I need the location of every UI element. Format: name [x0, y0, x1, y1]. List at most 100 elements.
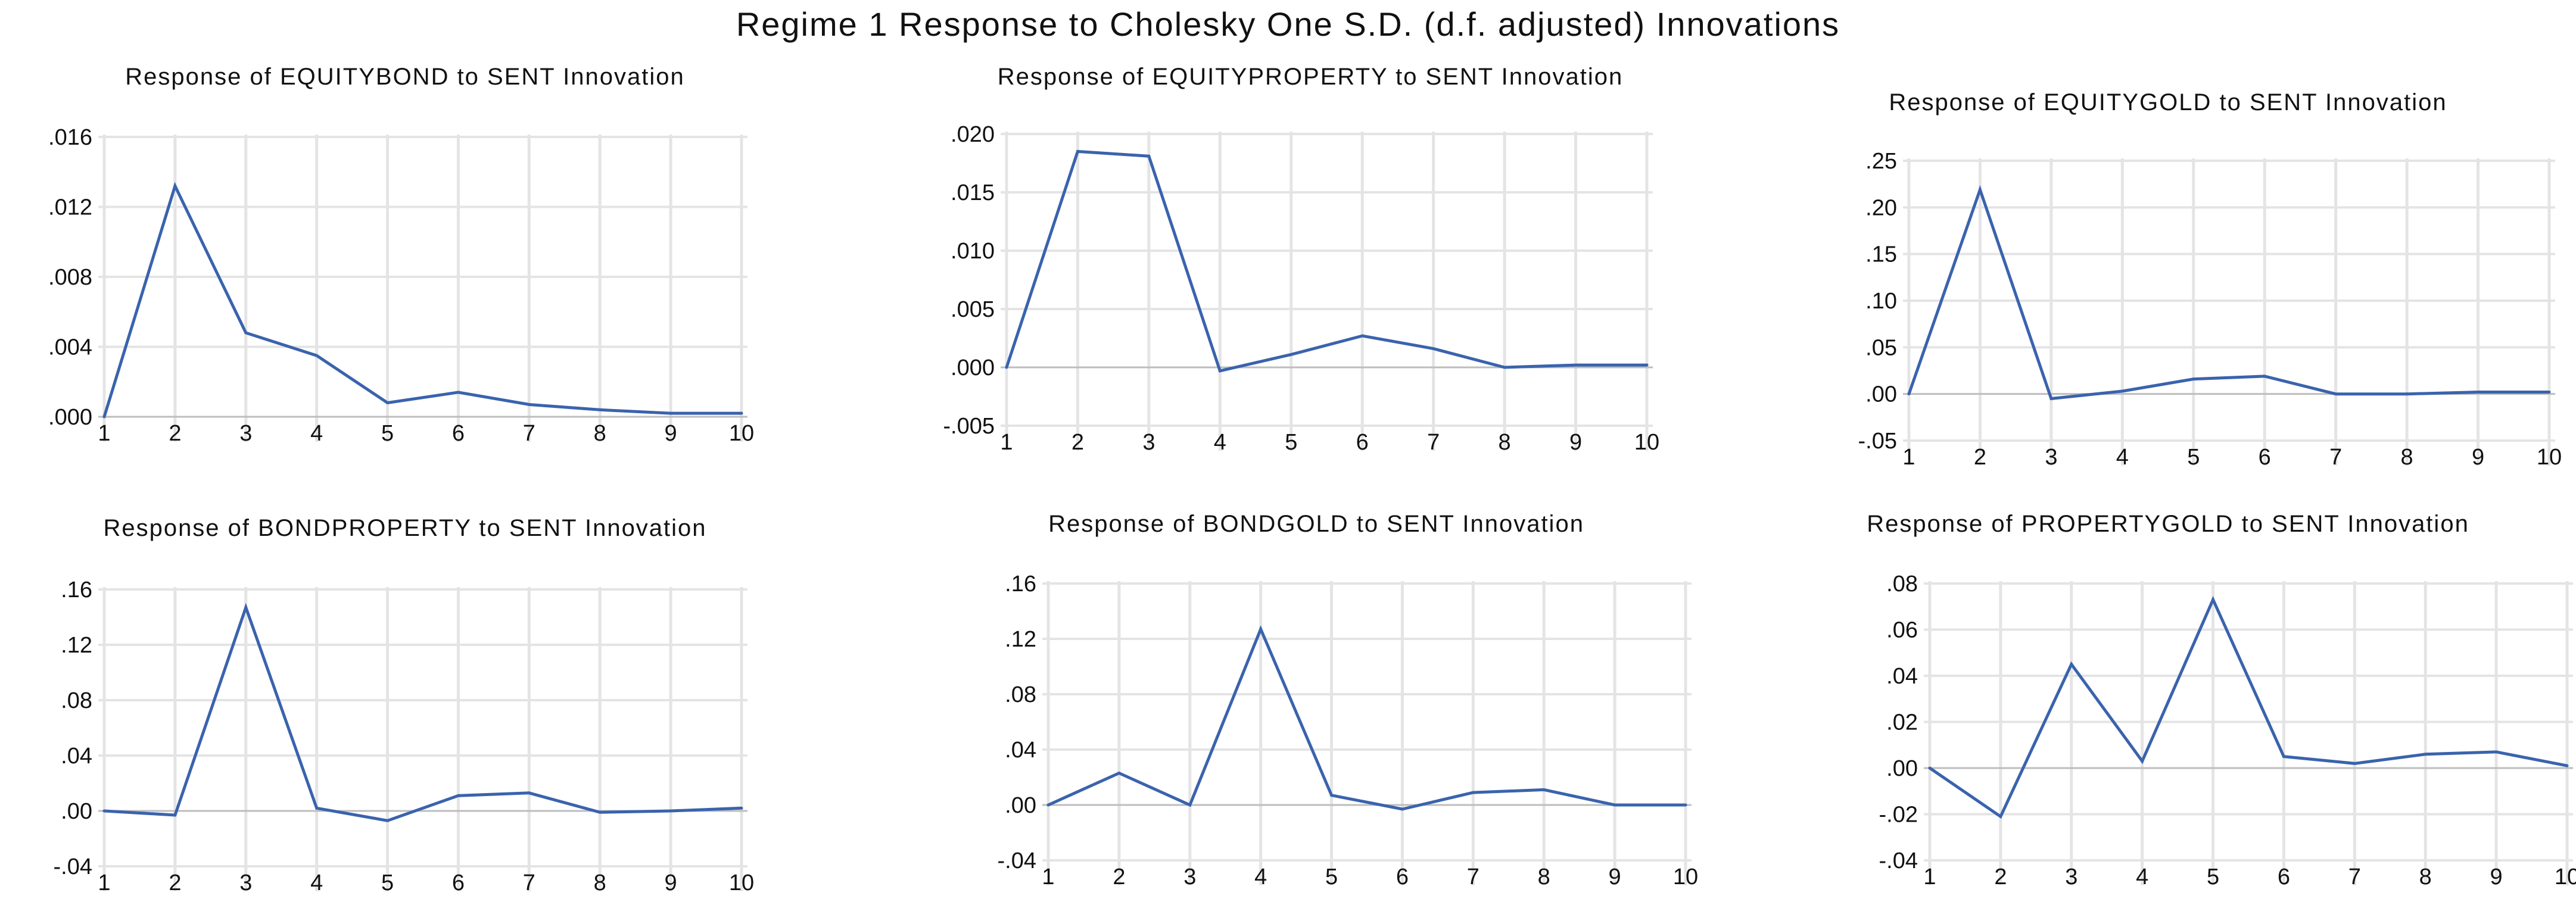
x-tick-label: 6: [2259, 445, 2271, 470]
response-line: [102, 182, 742, 417]
x-tick-label: 6: [1396, 865, 1409, 890]
data-point: [1542, 788, 1546, 791]
y-tick-label: .16: [61, 578, 92, 603]
data-point: [598, 408, 602, 411]
data-point: [456, 794, 460, 797]
data-point: [2565, 764, 2569, 767]
response-line: [1929, 595, 2568, 819]
data-point: [2211, 598, 2215, 601]
y-tick-label: -.04: [54, 854, 92, 879]
x-tick-label: 7: [1467, 865, 1479, 890]
y-tick-label: .08: [61, 688, 92, 713]
data-point: [1218, 369, 1222, 373]
x-tick-label: 2: [1113, 865, 1125, 890]
response-line: [104, 603, 742, 822]
x-tick-label: 9: [665, 870, 677, 895]
data-point: [2353, 762, 2356, 765]
x-tick-label: 2: [1994, 865, 2007, 890]
x-tick-label: 10: [2537, 445, 2562, 470]
y-tick-label: -.05: [1858, 429, 1897, 454]
y-tick-label: .000: [48, 405, 92, 430]
x-tick-label: 4: [1254, 865, 1267, 890]
data-point: [102, 809, 106, 813]
x-tick-label: 7: [523, 421, 535, 446]
x-tick-label: 3: [2065, 865, 2077, 890]
data-point: [102, 415, 106, 419]
data-point: [2120, 389, 2124, 393]
data-point: [740, 411, 743, 415]
x-tick-label: 10: [2555, 865, 2576, 890]
data-point: [1117, 772, 1121, 775]
x-tick-label: 4: [2136, 865, 2148, 890]
data-point: [1432, 347, 1435, 351]
data-point: [1046, 803, 1050, 807]
y-tick-label: -.02: [1879, 803, 1918, 828]
x-tick-label: 4: [310, 421, 323, 446]
x-tick-label: 9: [2490, 865, 2503, 890]
y-tick-label: .04: [1005, 738, 1036, 763]
data-point: [1188, 803, 1192, 807]
data-point: [386, 401, 390, 404]
data-point: [1503, 366, 1506, 369]
data-point: [386, 819, 390, 822]
x-tick-label: 9: [1569, 430, 1582, 455]
x-tick-label: 7: [2329, 445, 2342, 470]
data-point: [1076, 149, 1079, 153]
data-point: [1360, 334, 1364, 338]
y-tick-label: .04: [1886, 664, 1918, 689]
x-tick-label: 8: [1538, 865, 1550, 890]
x-tick-label: 8: [2419, 865, 2432, 890]
chart-panel-5: Response of BONDGOLD to SENT Innovation -…: [998, 511, 1699, 890]
y-tick-label: .15: [1865, 242, 1897, 267]
data-point: [1613, 803, 1616, 807]
x-tick-label: 7: [1427, 430, 1440, 455]
x-tick-label: 2: [169, 870, 181, 895]
x-tick-label: 1: [1923, 865, 1936, 890]
y-tick-label: .05: [1865, 335, 1897, 360]
y-tick-label: .012: [48, 195, 92, 220]
y-tick-label: .06: [1886, 618, 1918, 643]
x-tick-label: 3: [239, 421, 252, 446]
y-tick-label: .015: [951, 180, 995, 205]
y-tick-label: .04: [61, 744, 92, 769]
chart-panel-3: Response of EQUITYGOLD to SENT Innovatio…: [1858, 89, 2562, 470]
data-point: [173, 184, 177, 188]
data-point: [2141, 759, 2144, 763]
y-tick-label: .12: [61, 633, 92, 658]
data-point: [2282, 755, 2285, 759]
data-point: [315, 354, 319, 357]
x-tick-label: 9: [2472, 445, 2484, 470]
x-tick-label: 5: [381, 421, 394, 446]
y-tick-label: .005: [951, 297, 995, 322]
x-tick-label: 5: [1285, 430, 1297, 455]
x-tick-label: 4: [1214, 430, 1226, 455]
data-point: [669, 411, 672, 415]
x-tick-label: 1: [98, 870, 110, 895]
panel-title: Response of BONDPROPERTY to SENT Innovat…: [103, 515, 706, 541]
data-point: [315, 806, 319, 810]
data-point: [527, 402, 531, 406]
x-tick-label: 8: [1499, 430, 1511, 455]
x-tick-label: 3: [1183, 865, 1196, 890]
data-point: [1645, 363, 1649, 367]
x-tick-label: 1: [1000, 430, 1013, 455]
y-tick-label: .10: [1865, 289, 1897, 314]
x-tick-label: 4: [310, 870, 323, 895]
data-point: [2405, 392, 2409, 396]
y-tick-label: .00: [61, 799, 92, 824]
data-point: [1574, 363, 1578, 367]
data-point: [2049, 397, 2053, 400]
x-tick-label: 6: [2278, 865, 2290, 890]
x-tick-label: 2: [1974, 445, 1986, 470]
x-tick-label: 6: [452, 421, 465, 446]
chart-panel-6: Response of PROPERTYGOLD to SENT Innovat…: [1867, 511, 2576, 890]
x-tick-label: 8: [594, 870, 606, 895]
data-point: [1978, 188, 1982, 192]
chart-panel-1: Response of EQUITYBOND to SENT Innovatio…: [48, 64, 754, 446]
y-tick-label: .016: [48, 125, 92, 150]
data-point: [2070, 663, 2073, 666]
panel-title: Response of EQUITYBOND to SENT Innovatio…: [125, 64, 684, 90]
y-tick-label: .00: [1865, 382, 1897, 407]
y-tick-label: .08: [1886, 572, 1918, 597]
